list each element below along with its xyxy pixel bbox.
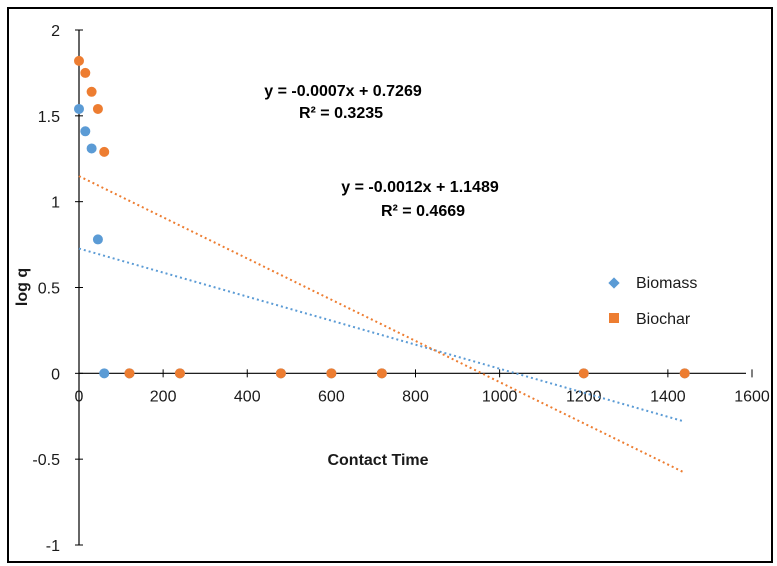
biomass-point (92, 234, 103, 245)
x-tick-label: 1600 (734, 388, 770, 405)
biochar-point (174, 368, 185, 379)
y-tick-label: 0.5 (38, 281, 60, 298)
biochar-point (679, 368, 690, 379)
biochar-equation: y = -0.0012x + 1.1489 (341, 179, 499, 196)
x-tick-label: 200 (150, 388, 177, 405)
biochar-point (92, 103, 103, 114)
legend-marker-biochar (609, 313, 619, 323)
data-points (74, 55, 690, 379)
x-axis-title: Contact Time (327, 452, 428, 469)
y-tick-labels: -1 -0.5 0 0.5 1 1.5 2 (32, 23, 83, 555)
biomass-equation: y = -0.0007x + 0.7269 (264, 83, 422, 100)
biochar-point (99, 146, 110, 157)
chart-frame (7, 7, 773, 563)
biochar-r2: R² = 0.4669 (381, 203, 465, 220)
biochar-point (124, 368, 135, 379)
y-tick-label: 0 (51, 366, 60, 383)
legend-label-biochar: Biochar (636, 311, 691, 328)
x-tick-label: 800 (402, 388, 429, 405)
y-tick-label: 1.5 (38, 109, 60, 126)
biochar-point (326, 368, 337, 379)
y-axis-title: log q (14, 268, 31, 306)
biomass-r2: R² = 0.3235 (299, 105, 383, 122)
biomass-point (74, 103, 84, 114)
x-tick-label: 1200 (566, 388, 602, 405)
trendline-biochar (78, 175, 686, 474)
legend-marker-biomass (608, 277, 620, 289)
x-tick-label: 1000 (482, 388, 518, 405)
biomass-point (99, 368, 110, 379)
legend-item-biochar: Biochar (609, 311, 691, 328)
x-tick-label: 0 (75, 388, 84, 405)
y-tick-label: -1 (46, 538, 60, 555)
biochar-point (275, 368, 286, 379)
trendlines (78, 175, 686, 474)
legend-label-biomass: Biomass (636, 275, 697, 292)
biochar-point (80, 67, 91, 78)
biochar-point (376, 368, 387, 379)
x-tick-label: 1400 (650, 388, 686, 405)
y-tick-label: 1 (51, 195, 60, 212)
biochar-point (578, 368, 589, 379)
biochar-point (74, 55, 84, 66)
biomass-point (86, 143, 97, 154)
y-tick-label: 2 (51, 23, 60, 40)
legend: Biomass Biochar (608, 275, 697, 328)
x-tick-label: 400 (234, 388, 261, 405)
y-tick-label: -0.5 (32, 452, 60, 469)
x-tick-label: 600 (318, 388, 345, 405)
legend-item-biomass: Biomass (608, 275, 697, 292)
x-tick-labels: 0 200 400 600 800 1000 1200 1400 1600 (75, 369, 770, 405)
biochar-point (86, 86, 97, 97)
biomass-point (80, 126, 91, 137)
